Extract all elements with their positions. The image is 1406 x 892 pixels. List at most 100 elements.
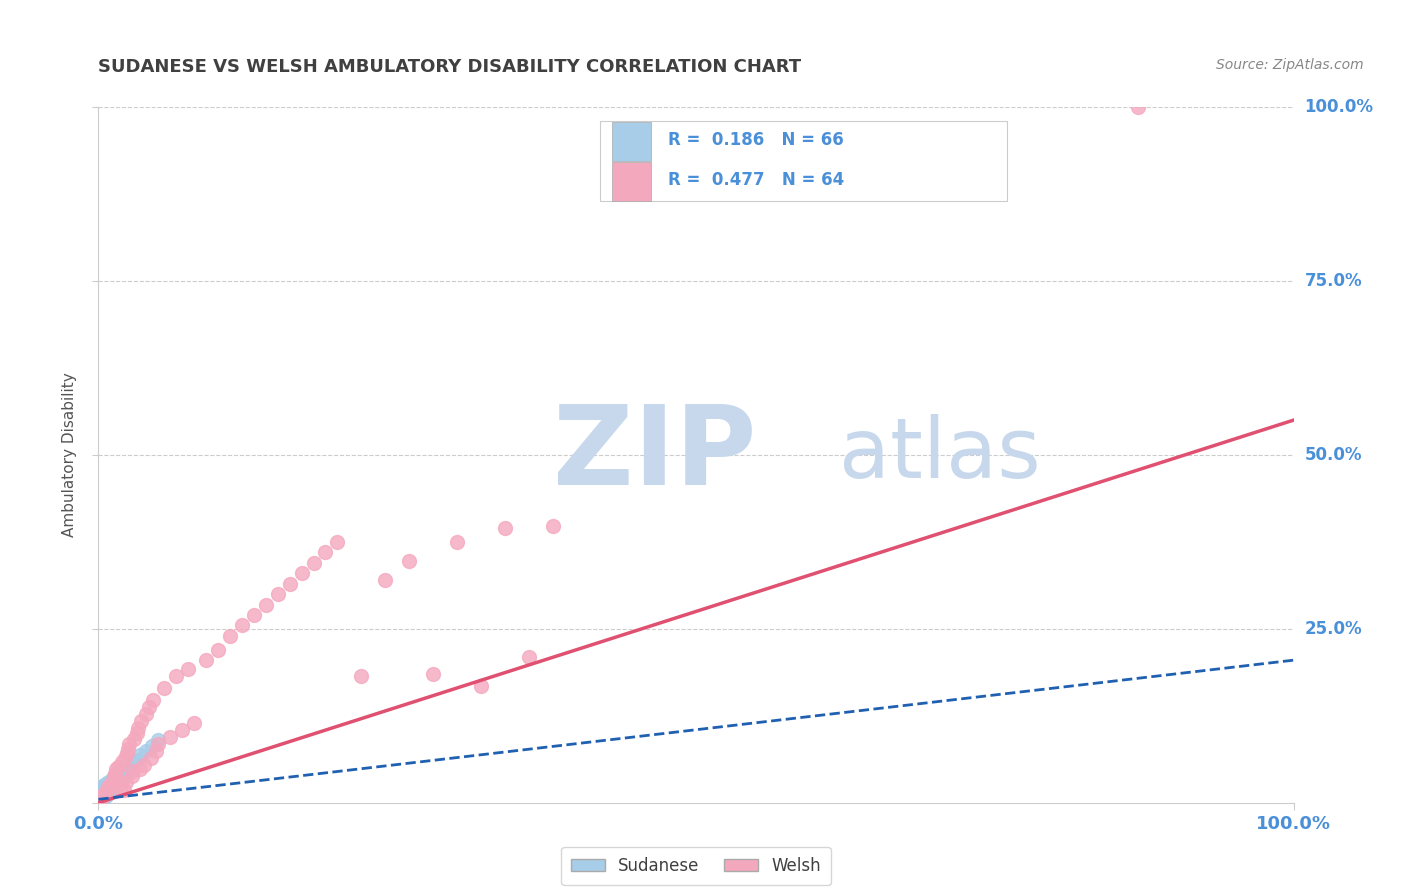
Point (111, 769, 134, 783)
Point (91, 790, 114, 805)
Point (129, 748, 152, 763)
Point (89, 790, 111, 805)
Point (98, 778, 122, 792)
Point (422, 667, 444, 681)
Point (139, 750, 162, 764)
Point (1128, 100, 1150, 114)
Point (374, 573, 396, 587)
Point (302, 556, 325, 570)
Point (112, 783, 135, 797)
Point (91, 780, 114, 795)
Point (91, 783, 114, 797)
Point (117, 741, 139, 756)
Point (254, 598, 277, 612)
Point (148, 733, 170, 747)
Point (315, 545, 337, 559)
Point (93, 788, 115, 802)
Point (96, 781, 118, 796)
Point (494, 521, 516, 535)
Point (96, 783, 118, 797)
Text: Source: ZipAtlas.com: Source: ZipAtlas.com (1216, 58, 1364, 72)
Point (446, 535, 468, 549)
Point (101, 781, 124, 796)
Point (98, 785, 121, 799)
Point (135, 706, 157, 721)
Point (93, 781, 115, 796)
Point (125, 726, 148, 740)
Point (115, 746, 138, 760)
Point (278, 576, 301, 591)
Point (100, 779, 122, 793)
Point (94, 786, 117, 800)
Point (98, 785, 122, 799)
Point (93, 790, 115, 805)
Point (89, 792, 111, 806)
Point (398, 554, 420, 568)
Point (122, 764, 145, 779)
Point (127, 721, 149, 735)
Point (517, 649, 540, 664)
Text: R =  0.186   N = 66: R = 0.186 N = 66 (668, 131, 844, 149)
Point (100, 776, 122, 790)
Point (114, 750, 136, 764)
Point (183, 715, 205, 730)
Text: SUDANESE VS WELSH AMBULATORY DISABILITY CORRELATION CHART: SUDANESE VS WELSH AMBULATORY DISABILITY … (98, 58, 801, 76)
Point (124, 731, 146, 746)
Point (100, 783, 122, 797)
Point (98, 778, 122, 792)
Point (105, 763, 128, 777)
Point (91, 780, 114, 795)
Point (97, 786, 120, 800)
Point (108, 781, 131, 796)
Point (93, 785, 115, 799)
Point (120, 759, 142, 773)
Point (94, 783, 117, 797)
Point (138, 699, 160, 714)
Point (90, 788, 112, 802)
Point (90, 792, 112, 806)
Point (326, 535, 349, 549)
Point (90, 785, 112, 799)
Text: 75.0%: 75.0% (1305, 272, 1362, 290)
Point (107, 775, 129, 789)
Point (91, 790, 114, 805)
Point (207, 642, 229, 657)
Point (115, 775, 138, 789)
Point (91, 792, 114, 806)
Point (97, 780, 120, 795)
Point (103, 775, 125, 789)
Point (110, 776, 132, 790)
Point (231, 618, 253, 632)
Point (541, 519, 564, 533)
Point (98, 781, 122, 796)
Point (111, 756, 134, 770)
Point (219, 629, 242, 643)
Point (96, 776, 118, 790)
Point (90, 789, 112, 803)
Point (98, 781, 121, 796)
Point (91, 783, 114, 797)
Point (108, 773, 131, 788)
Point (103, 780, 125, 795)
Point (117, 763, 139, 777)
Point (96, 785, 118, 799)
Point (105, 778, 128, 792)
FancyBboxPatch shape (612, 162, 651, 201)
Point (141, 739, 163, 753)
Point (112, 768, 135, 782)
Text: 25.0%: 25.0% (1305, 620, 1362, 638)
Point (91, 788, 114, 802)
Point (91, 789, 114, 803)
Point (107, 776, 129, 790)
Point (105, 772, 128, 786)
Point (93, 788, 115, 802)
Point (93, 778, 115, 792)
Y-axis label: Ambulatory Disability: Ambulatory Disability (62, 373, 77, 537)
Point (153, 681, 176, 695)
Point (132, 757, 155, 772)
Point (91, 786, 114, 800)
Point (267, 587, 290, 601)
Text: ZIP: ZIP (553, 401, 756, 508)
Point (148, 737, 170, 751)
Point (350, 669, 373, 683)
